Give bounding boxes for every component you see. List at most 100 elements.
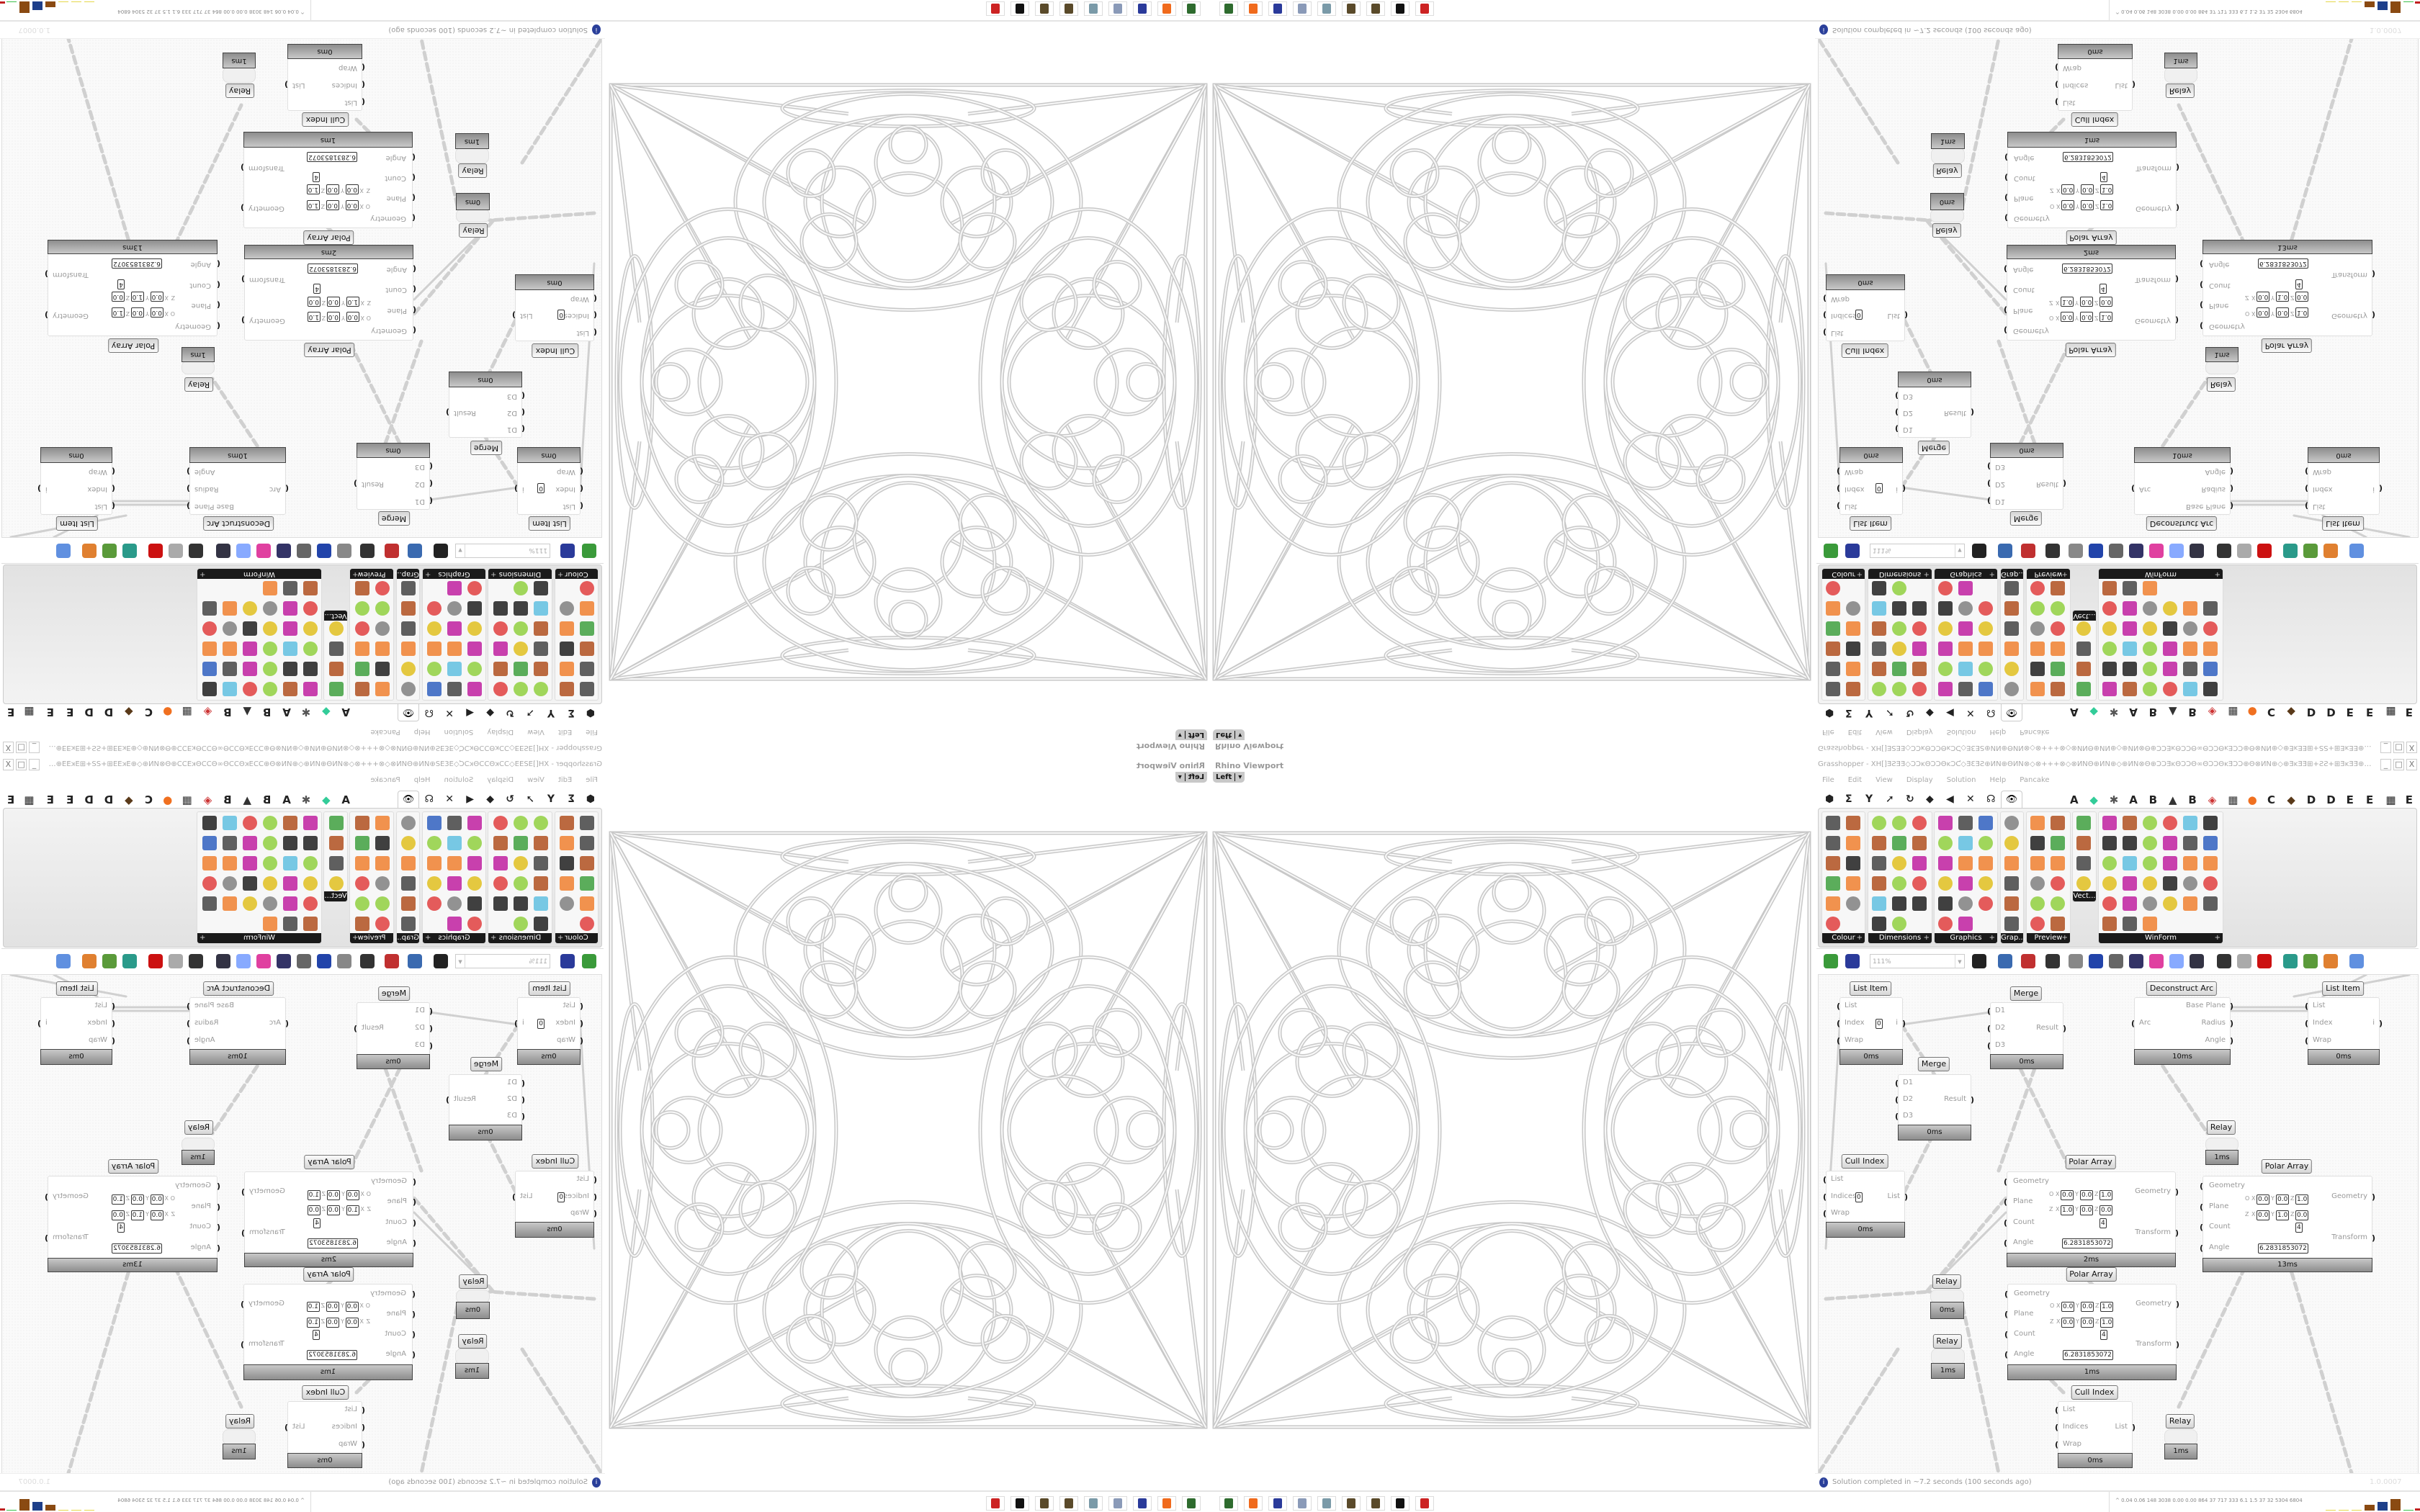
input-port[interactable]: ( xyxy=(1895,1095,1899,1104)
ribbon-tool-icon[interactable] xyxy=(534,621,548,636)
ribbon-tool-icon[interactable] xyxy=(355,816,369,830)
surface-icon[interactable] xyxy=(122,954,137,968)
grasshopper-taskbar-button[interactable] xyxy=(1010,1496,1029,1511)
input-port[interactable]: ( xyxy=(521,408,525,417)
ribbon-tool-icon[interactable] xyxy=(2051,836,2065,850)
input-port[interactable]: ( xyxy=(521,1095,525,1104)
bulb-icon[interactable] xyxy=(236,544,251,558)
ribbon-tool-icon[interactable] xyxy=(1938,642,1953,656)
ribbon-tool-icon[interactable] xyxy=(2123,621,2137,636)
grasshopper-canvas[interactable]: List Item(List(Index(Wrap i) 0 0ms Merge(D1(… xyxy=(1,974,602,1474)
tab-icon[interactable]: ◀ xyxy=(1946,707,1954,719)
ribbon-tool-icon[interactable] xyxy=(580,876,594,891)
ribbon-tool-icon[interactable] xyxy=(2183,601,2197,616)
output-port[interactable]: ) xyxy=(2131,1423,2136,1432)
ribbon-tool-icon[interactable] xyxy=(375,601,390,616)
antivirus-taskbar-button[interactable] xyxy=(986,1,1005,16)
ribbon-tool-icon[interactable] xyxy=(1958,816,1973,830)
tab-display-eye-icon[interactable]: 👁 xyxy=(398,791,419,810)
ribbon-tool-icon[interactable] xyxy=(303,642,318,656)
ribbon-tool-icon[interactable] xyxy=(1912,876,1927,891)
floppy-64-taskbar-button[interactable] xyxy=(1133,1,1152,16)
ribbon-tool-icon[interactable] xyxy=(401,642,416,656)
ribbon-tool-icon[interactable] xyxy=(2102,917,2117,931)
input-port[interactable]: ( xyxy=(2131,484,2136,493)
component-body[interactable] xyxy=(456,209,490,222)
chevron-down-icon[interactable]: ▼ xyxy=(456,544,465,557)
preview-eye-icon[interactable] xyxy=(1998,954,2012,968)
close-button[interactable]: X xyxy=(2406,759,2417,770)
panel-expand-icon[interactable]: + xyxy=(352,570,359,578)
plane-value[interactable]: 0.0 xyxy=(326,1302,339,1313)
tab-icon[interactable]: ◆ xyxy=(486,707,494,719)
tab-letter[interactable]: ▲ xyxy=(243,793,251,806)
component-body[interactable]: (Geometry(Plane(Count(Angle Geometry) Tran… xyxy=(241,146,416,228)
ribbon-tool-icon[interactable] xyxy=(202,642,217,656)
ribbon-tool-icon[interactable] xyxy=(263,836,277,850)
ribbon-tool-icon[interactable] xyxy=(2203,876,2218,891)
ribbon-tool-icon[interactable] xyxy=(534,682,548,696)
ribbon-tool-icon[interactable] xyxy=(2183,642,2197,656)
ribbon-tool-icon[interactable] xyxy=(329,642,344,656)
component-title[interactable]: Deconstruct Arc xyxy=(202,981,274,996)
input-port[interactable]: ( xyxy=(1837,1002,1841,1011)
component-title[interactable]: List Item xyxy=(56,981,98,996)
ribbon-tool-icon[interactable] xyxy=(2203,836,2218,850)
menu-pancake[interactable]: Pancake xyxy=(370,776,400,784)
tray-expand-icon[interactable]: ^ xyxy=(300,9,305,14)
ribbon-tool-icon[interactable] xyxy=(427,642,442,656)
plane-value[interactable]: 1.0 xyxy=(2061,1205,2074,1216)
tab-icon[interactable]: ➚ xyxy=(526,793,534,805)
ribbon-tool-icon[interactable] xyxy=(2051,581,2065,595)
component-body[interactable]: (List(Index(Wrap i) xyxy=(37,462,115,515)
component-title[interactable]: Polar Array xyxy=(107,1159,159,1174)
input-port[interactable]: ( xyxy=(2200,1223,2204,1233)
ribbon-tool-icon[interactable] xyxy=(447,601,462,616)
ribbon-tool-icon[interactable] xyxy=(2163,682,2177,696)
zoom-extents-icon[interactable] xyxy=(1972,954,1986,968)
ribbon-tool-icon[interactable] xyxy=(329,876,344,891)
output-port[interactable]: ) xyxy=(2229,484,2233,493)
ribbon-tool-icon[interactable] xyxy=(1872,917,1886,931)
tab-letter[interactable]: D xyxy=(104,706,114,719)
tab-letter[interactable]: E xyxy=(2346,793,2354,806)
save-icon[interactable] xyxy=(560,544,575,558)
ribbon-tool-icon[interactable] xyxy=(1978,682,1993,696)
ribbon-tool-icon[interactable] xyxy=(2051,816,2065,830)
plane-value[interactable]: 0.0 xyxy=(2276,307,2290,318)
ribbon-tool-icon[interactable] xyxy=(427,662,442,676)
ribbon-tool-icon[interactable] xyxy=(1826,876,1840,891)
input-port[interactable]: ( xyxy=(111,1036,115,1045)
ribbon-tool-icon[interactable] xyxy=(329,662,344,676)
component-title[interactable]: Cull Index xyxy=(1841,343,1888,358)
ribbon-tool-icon[interactable] xyxy=(2143,601,2157,616)
ribbon-tool-icon[interactable] xyxy=(2076,836,2091,850)
tray-expand-icon[interactable]: ^ xyxy=(2115,9,2120,14)
ribbon-tool-icon[interactable] xyxy=(303,682,318,696)
ribbon-tool-icon[interactable] xyxy=(283,896,297,911)
input-port[interactable]: ( xyxy=(1987,479,1991,488)
ribbon-tool-icon[interactable] xyxy=(329,836,344,850)
bake-icon[interactable] xyxy=(297,954,311,968)
ribbon-tool-icon[interactable] xyxy=(1938,856,1953,870)
ribbon-tool-icon[interactable] xyxy=(303,836,318,850)
ribbon-tool-icon[interactable] xyxy=(2102,662,2117,676)
panel-label[interactable]: Grap... xyxy=(395,933,419,943)
component-title[interactable]: Merge xyxy=(470,441,503,455)
tab-letter[interactable]: ▦ xyxy=(182,706,192,719)
sphere-icon[interactable] xyxy=(2323,954,2338,968)
ribbon-tool-icon[interactable] xyxy=(1958,662,1973,676)
count-value[interactable]: 4 xyxy=(117,279,125,289)
document-taskbar-button[interactable] xyxy=(1293,1496,1312,1511)
ribbon-tool-icon[interactable] xyxy=(1938,917,1953,931)
ribbon-tool-icon[interactable] xyxy=(2203,682,2218,696)
tab-letter[interactable]: ▦ xyxy=(2385,793,2396,806)
ribbon-tool-icon[interactable] xyxy=(2076,876,2091,891)
new-document-icon[interactable] xyxy=(1824,954,1838,968)
ribbon-tool-icon[interactable] xyxy=(283,601,297,616)
ribbon-tool-icon[interactable] xyxy=(1892,662,1906,676)
input-port[interactable]: ( xyxy=(284,1019,289,1028)
ribbon-tool-icon[interactable] xyxy=(1912,836,1927,850)
tab-letter[interactable]: ▦ xyxy=(2228,793,2238,806)
task-manager-taskbar-button[interactable] xyxy=(1182,1,1201,16)
